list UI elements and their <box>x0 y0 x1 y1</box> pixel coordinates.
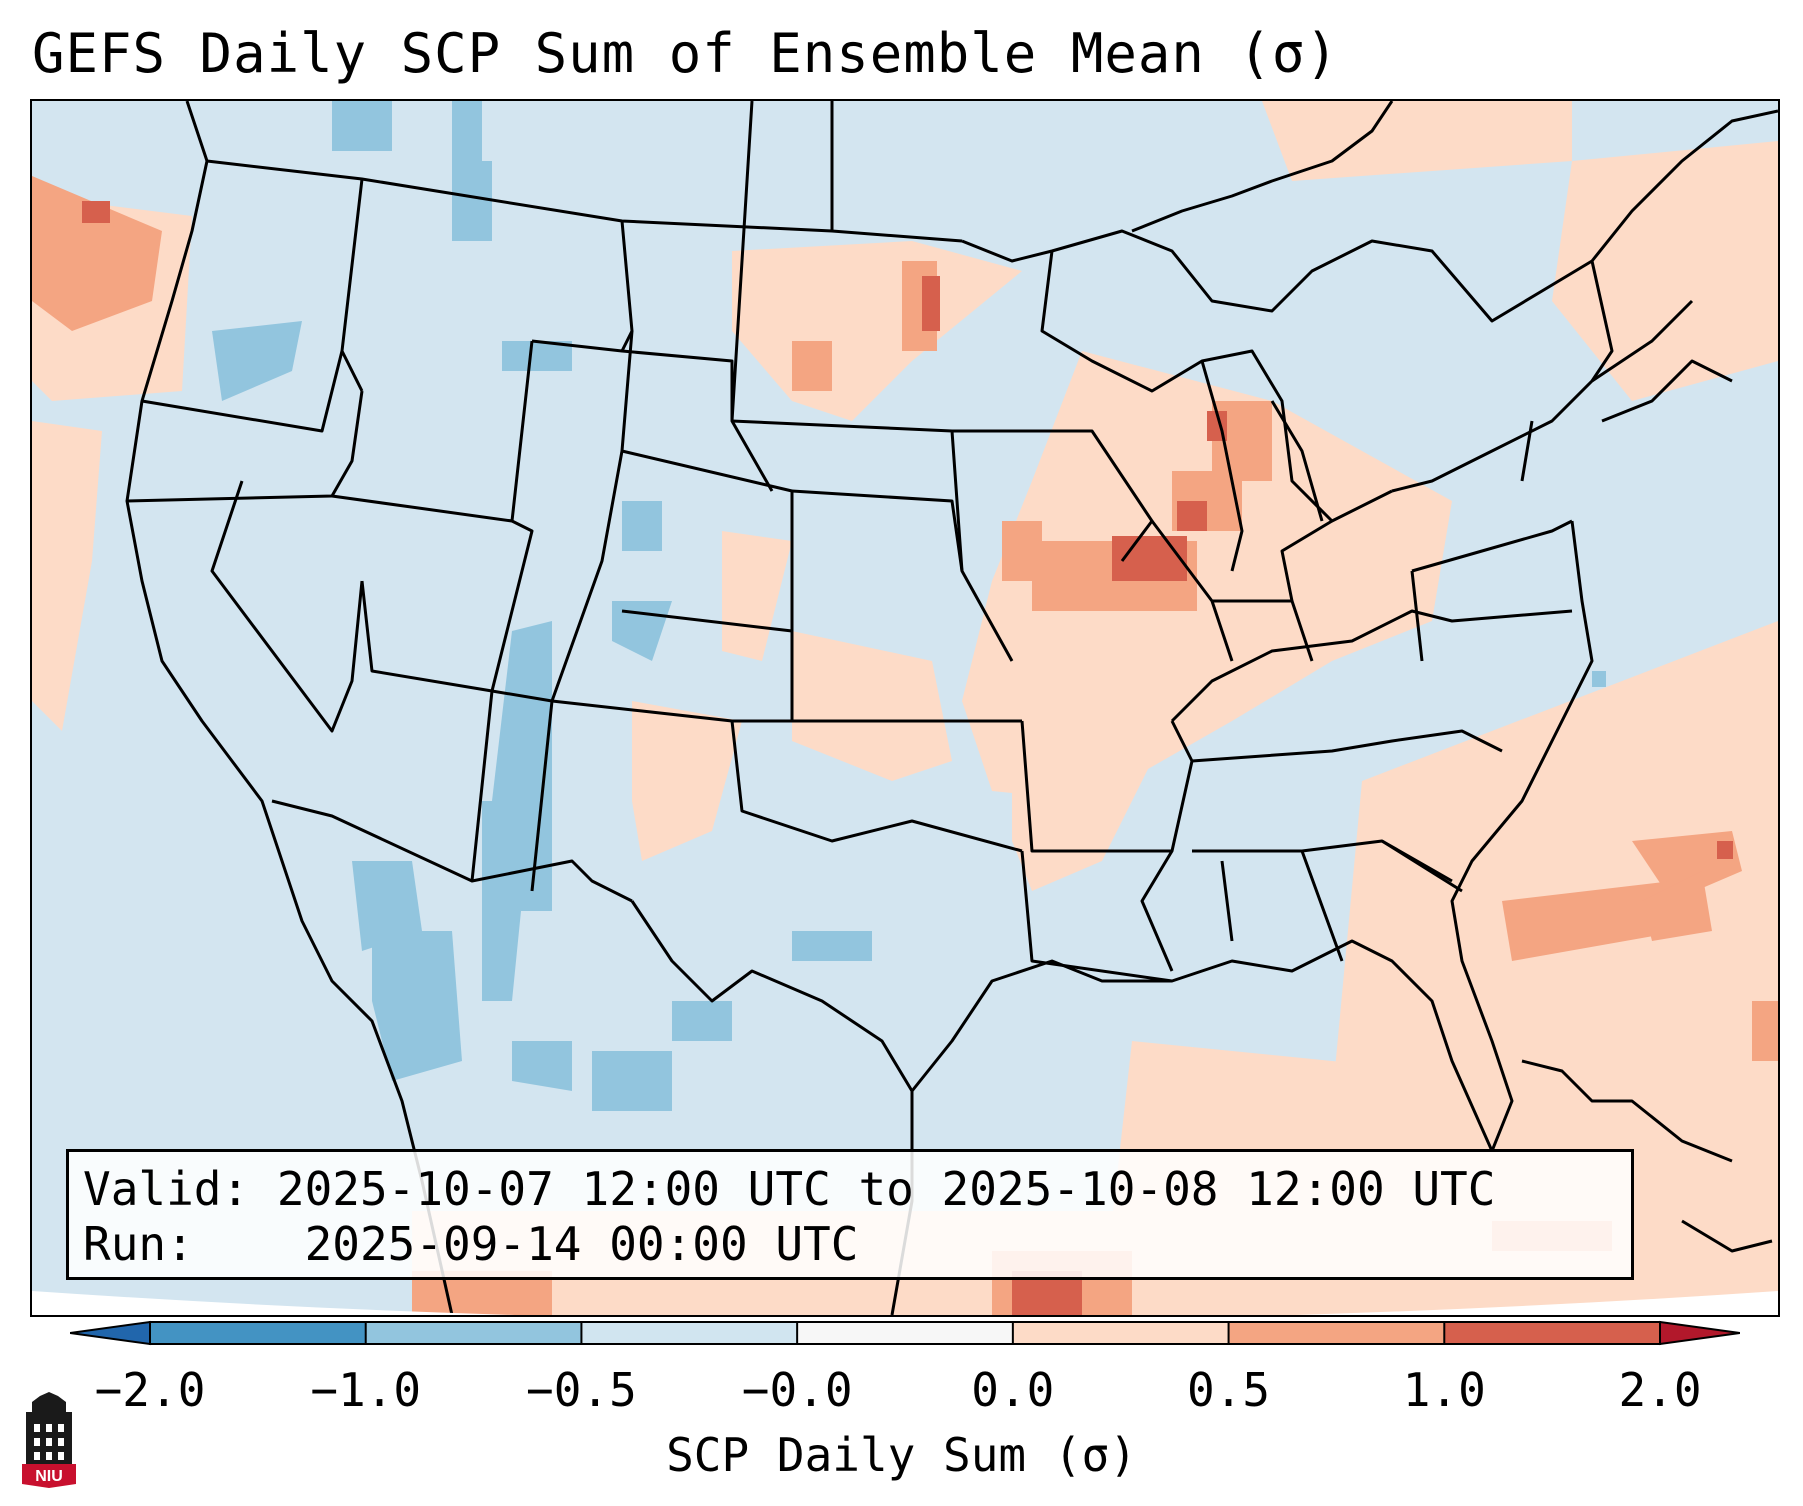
colorbar-label: SCP Daily Sum (σ) <box>666 1428 1137 1482</box>
colorbar-tick-label: 0.5 <box>1187 1363 1271 1417</box>
colorbar-tick-label: 1.0 <box>1402 1363 1486 1417</box>
colorbar-extend-low <box>70 1320 151 1346</box>
colorbar-segment <box>150 1322 366 1344</box>
map-canvas <box>32 101 1778 1315</box>
colorbar-tick-label: −0.0 <box>741 1363 853 1417</box>
colorbar-tick-label: 2.0 <box>1618 1363 1702 1417</box>
colorbar-segment <box>1228 1322 1445 1344</box>
colorbar-segment <box>1444 1322 1660 1344</box>
colorbar-segment <box>1012 1322 1229 1344</box>
colorbar-segment <box>797 1322 1013 1344</box>
run-label: Run: <box>83 1217 194 1271</box>
colorbar-tick-label: 0.0 <box>971 1363 1055 1417</box>
run-value: 2025-09-14 00:00 UTC <box>304 1217 859 1271</box>
valid-value: 2025-10-07 12:00 UTC to 2025-10-08 12:00… <box>276 1162 1496 1216</box>
colorbar-segments <box>149 1321 1661 1345</box>
colorbar-tick-label: −0.5 <box>526 1363 637 1417</box>
shading-low-positive <box>32 101 1778 1315</box>
valid-row: Valid: 2025-10-07 12:00 UTC to 2025-10-0… <box>83 1162 1617 1217</box>
valid-run-info-box: Valid: 2025-10-07 12:00 UTC to 2025-10-0… <box>66 1149 1634 1280</box>
projection-edge <box>32 1291 1778 1315</box>
valid-label: Valid: <box>83 1162 250 1216</box>
chart-title: GEFS Daily SCP Sum of Ensemble Mean (σ) <box>32 22 1339 85</box>
colorbar <box>70 1320 1740 1346</box>
colorbar-segment <box>581 1322 798 1344</box>
colorbar-extend-high <box>1659 1320 1740 1346</box>
colorbar-tick-label: −2.0 <box>94 1363 206 1417</box>
boundaries <box>125 101 1778 1315</box>
logo-text: NIU <box>35 1468 63 1485</box>
colorbar-segment <box>365 1322 582 1344</box>
colorbar-tick-label: −1.0 <box>310 1363 422 1417</box>
map-panel <box>30 99 1780 1317</box>
niu-logo: NIU <box>22 1392 76 1488</box>
run-row: Run: 2025-09-14 00:00 UTC <box>83 1217 1617 1272</box>
